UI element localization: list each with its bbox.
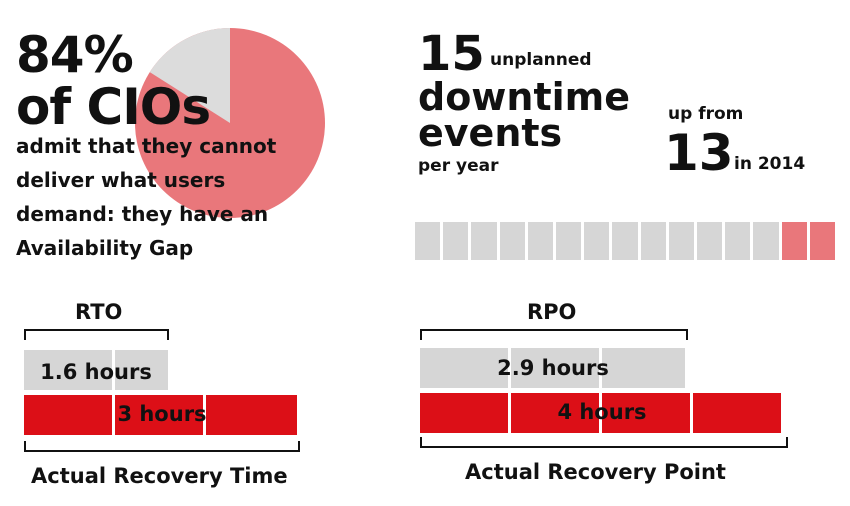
rpo-target-value: 2.9 hours bbox=[497, 356, 609, 380]
event-box-previous bbox=[471, 222, 497, 260]
up-from-label: up from bbox=[668, 104, 744, 124]
event-box-new bbox=[809, 222, 836, 260]
event-box-previous bbox=[697, 222, 723, 260]
rto-target-segment bbox=[24, 350, 112, 390]
rpo-target-bracket bbox=[420, 329, 688, 340]
downtime-word-events: events bbox=[418, 111, 563, 155]
rto-target-bar bbox=[24, 350, 168, 390]
rpo-target-segment bbox=[511, 348, 599, 388]
availability-percent: 84% bbox=[16, 26, 134, 84]
rpo-actual-segment bbox=[420, 393, 508, 433]
rpo-target-bar bbox=[420, 348, 685, 388]
rpo-caption: Actual Recovery Point bbox=[465, 460, 726, 484]
rto-actual-segment bbox=[115, 395, 203, 435]
event-box-previous bbox=[753, 222, 779, 260]
downtime-word-downtime: downtime bbox=[418, 75, 631, 119]
availability-gap-pie-chart bbox=[135, 28, 325, 218]
event-box-previous bbox=[584, 222, 610, 260]
previous-year-label: in 2014 bbox=[734, 154, 806, 174]
rto-actual-value: 3 hours bbox=[117, 402, 207, 426]
availability-description-line-2: deliver what users bbox=[16, 168, 226, 192]
event-box-previous bbox=[443, 222, 469, 260]
previous-event-count: 13 bbox=[664, 124, 734, 182]
event-box-previous bbox=[725, 222, 751, 260]
rpo-actual-bar bbox=[420, 393, 781, 433]
event-box-previous bbox=[556, 222, 582, 260]
rto-target-segment bbox=[115, 350, 168, 390]
rto-actual-segment bbox=[24, 395, 112, 435]
availability-description-line-1: admit that they cannot bbox=[16, 134, 277, 158]
event-box-previous bbox=[640, 222, 666, 260]
event-box-previous bbox=[612, 222, 638, 260]
downtime-event-boxes bbox=[415, 222, 836, 260]
rto-caption: Actual Recovery Time bbox=[31, 464, 288, 488]
event-box-previous bbox=[527, 222, 554, 260]
rpo-actual-value: 4 hours bbox=[557, 400, 647, 424]
rto-actual-bracket bbox=[24, 441, 300, 452]
event-box-previous bbox=[415, 222, 441, 260]
event-box-previous bbox=[499, 222, 525, 260]
availability-subject: of CIOs bbox=[16, 78, 211, 136]
rpo-target-segment bbox=[602, 348, 685, 388]
rto-actual-bar bbox=[24, 395, 297, 435]
rpo-target-segment bbox=[420, 348, 508, 388]
rto-title: RTO bbox=[75, 300, 123, 324]
rto-target-bracket bbox=[24, 329, 169, 340]
event-box-new bbox=[781, 222, 807, 260]
rpo-actual-segment bbox=[511, 393, 599, 433]
downtime-count: 15 bbox=[418, 26, 485, 82]
availability-description-line-4: Availability Gap bbox=[16, 236, 194, 260]
rpo-actual-segment bbox=[602, 393, 690, 433]
rpo-actual-segment bbox=[693, 393, 781, 433]
downtime-word-unplanned: unplanned bbox=[490, 50, 592, 70]
downtime-per-year: per year bbox=[418, 156, 499, 176]
rto-actual-segment bbox=[206, 395, 297, 435]
event-box-previous bbox=[668, 222, 695, 260]
rto-target-value: 1.6 hours bbox=[40, 360, 152, 384]
rpo-actual-bracket bbox=[420, 437, 788, 448]
rpo-title: RPO bbox=[527, 300, 577, 324]
pie-slice-remaining bbox=[149, 28, 230, 123]
availability-description-line-3: demand: they have an bbox=[16, 202, 269, 226]
